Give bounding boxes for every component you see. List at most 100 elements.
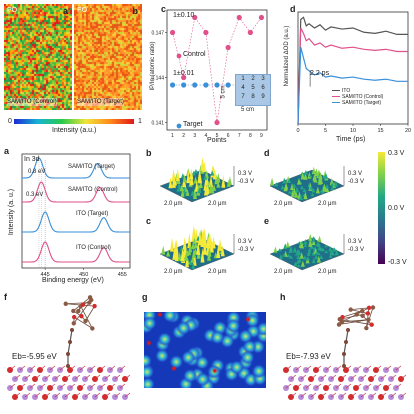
panel-c-xtick-label: 5 <box>216 133 219 139</box>
molecule-bond <box>80 305 93 329</box>
kpfm-spike <box>216 181 221 188</box>
kpfm-spike <box>319 246 324 252</box>
po-map-control-corner: PO <box>7 7 18 14</box>
kpfm-spike <box>274 182 279 187</box>
slab-bond <box>320 374 327 380</box>
kpfm-spike <box>202 228 207 244</box>
kpfm-spike <box>176 187 181 192</box>
slab-bond <box>79 383 86 389</box>
panel-c-xtick-label: 9 <box>260 133 263 139</box>
grid-point-number: 9 <box>261 94 265 100</box>
grid-point-number: 7 <box>241 94 245 100</box>
kpfm-spike <box>282 253 287 257</box>
kpfm-spike <box>277 248 282 252</box>
kpfm-d-top: 0.3 V <box>348 171 363 177</box>
kpfm-spike <box>314 250 319 254</box>
slab-bond <box>390 374 397 380</box>
kpfm-surface-e: e 0.3 V -0.3 V 2.0 μm 2.0 μm <box>256 214 376 280</box>
slab-bond <box>59 365 66 371</box>
kpfm-d-y: 2.0 μm <box>318 201 337 207</box>
slab-bond <box>310 374 317 380</box>
panel-c-xtick-label: 2 <box>182 133 185 139</box>
kpfm-e-label: e <box>264 216 270 226</box>
kpfm-spike <box>184 252 189 261</box>
panel-xps-xtick-label: 450 <box>79 272 88 278</box>
molecule-bond <box>343 341 347 355</box>
kpfm-spike <box>295 248 300 254</box>
kpfm-spike <box>294 253 299 256</box>
molecule-atom <box>342 364 346 368</box>
molecule-bond <box>339 318 372 326</box>
kpfm-b-label: b <box>146 148 152 158</box>
kpfm-spike <box>303 173 308 180</box>
molecule-atom <box>71 321 76 326</box>
kpfm-spike <box>187 232 192 249</box>
intensity-colorbar: 0 1 Intensity (a.u.) <box>8 118 142 140</box>
molecule-bond <box>73 302 90 324</box>
panel-c-point <box>181 82 187 88</box>
kpfm-spike <box>280 184 285 190</box>
slab-bond <box>300 374 307 380</box>
kpfm-spike <box>289 245 294 251</box>
kpfm-spike <box>296 264 301 268</box>
kpfm-spike <box>198 232 203 246</box>
slab-bond <box>94 392 101 398</box>
panel-h-structure <box>283 305 407 400</box>
kpfm-spike <box>285 241 290 248</box>
kpfm-spike <box>295 186 300 193</box>
panel-g-label: g <box>142 292 148 302</box>
kpfm-spike <box>318 172 323 180</box>
panel-d-series-line <box>297 16 408 125</box>
kpfm-spike <box>325 185 330 192</box>
kpfm-spike <box>273 246 278 253</box>
po-map-target-panel-label: b <box>132 6 139 16</box>
slab-bond <box>305 383 312 389</box>
kpfm-spike <box>200 247 205 263</box>
panel-c-point <box>247 29 253 36</box>
molecule-atom <box>83 318 88 324</box>
slab-bond <box>114 392 121 398</box>
panel-xps-title: In 3d <box>24 156 40 163</box>
panel-c-ytick-label: 0.144 <box>151 76 164 82</box>
kpfm-spike <box>203 175 208 180</box>
kpfm-d-bottom: -0.3 V <box>348 179 365 185</box>
kpfm-spike <box>311 166 316 175</box>
kpfm-d-surface <box>269 166 345 203</box>
molecule-atom <box>70 328 74 332</box>
slab-bond <box>400 392 407 398</box>
kpfm-spike <box>330 184 335 191</box>
kpfm-spike <box>314 254 319 260</box>
slab-bond <box>64 392 71 398</box>
slab-bond <box>49 383 56 389</box>
molecule-bond <box>342 310 363 318</box>
kpfm-spike <box>316 241 321 247</box>
kpfm-spike <box>168 177 173 189</box>
slab-bond <box>365 365 372 371</box>
slab-bond <box>24 392 31 398</box>
kpfm-spike <box>182 174 187 183</box>
slab-bond <box>355 365 362 371</box>
slab-bond <box>340 374 347 380</box>
panel-d-label: d <box>290 4 296 14</box>
kpfm-spike <box>188 244 193 253</box>
molecule-atom <box>337 317 342 322</box>
slab-bond <box>330 374 337 380</box>
slab-bond <box>54 374 61 380</box>
kpfm-spike <box>297 256 302 263</box>
kpfm-e-x: 2.0 μm <box>274 269 293 275</box>
kpfm-surface-d: d 0.3 V -0.3 V 2.0 μm 2.0 μm <box>256 146 376 212</box>
panel-c-xlabel: Points <box>207 137 227 144</box>
kpfm-spike <box>310 192 315 197</box>
kpfm-spike <box>216 172 221 183</box>
panel-c-grid-unit-h: 5 cm <box>241 107 255 113</box>
slab-bond <box>350 374 357 380</box>
panel-c-xtick-label: 3 <box>193 133 196 139</box>
panel-xps-xtick-label: 445 <box>41 272 50 278</box>
kpfm-spike <box>328 246 333 252</box>
kpfm-spike <box>210 170 215 176</box>
molecule-atom <box>354 312 359 317</box>
kpfm-spike <box>207 246 212 257</box>
kpfm-spike <box>316 255 321 263</box>
kpfm-spike <box>290 190 295 197</box>
